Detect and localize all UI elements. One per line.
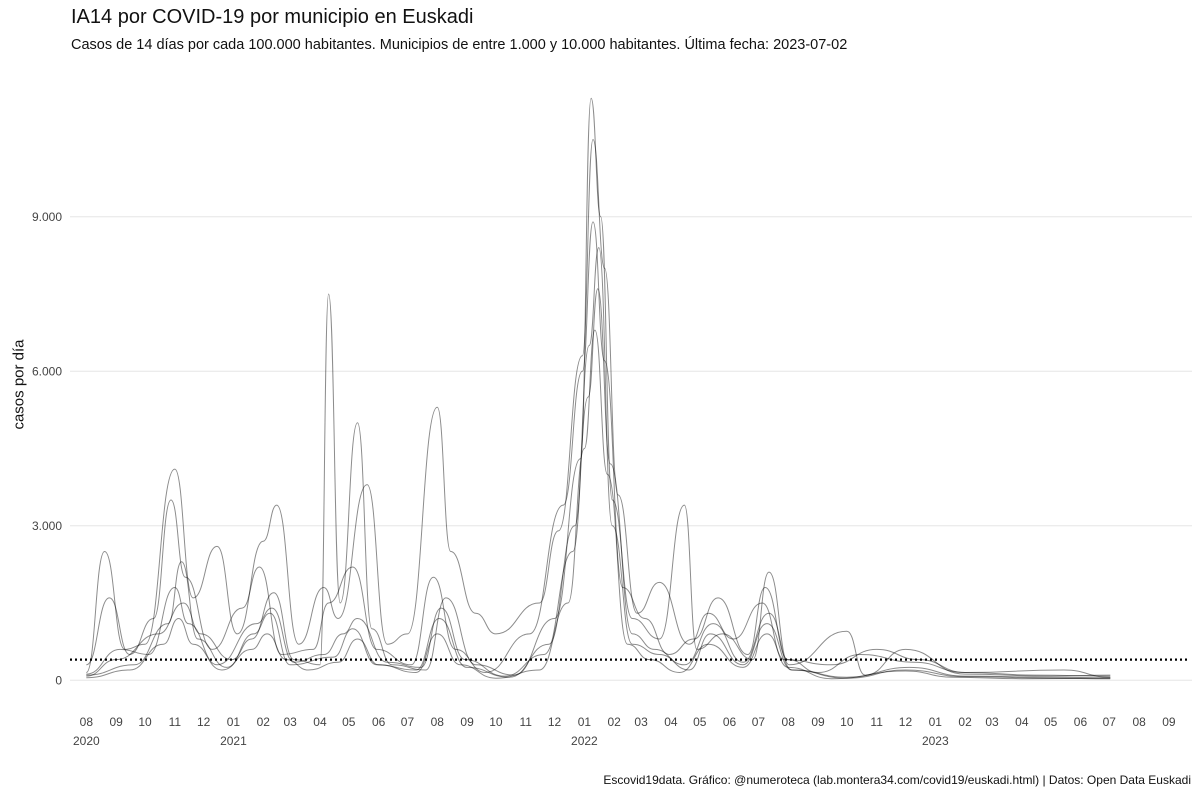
chart-caption: Escovid19data. Gráfico: @numeroteca (lab… <box>603 773 1191 787</box>
x-tick-label: 02 <box>958 715 972 729</box>
series-line <box>86 247 1111 680</box>
x-year-label: 2023 <box>922 734 949 748</box>
chart-title: IA14 por COVID-19 por municipio en Euska… <box>71 6 474 28</box>
series-line <box>86 329 1111 680</box>
x-tick-label: 09 <box>1162 715 1176 729</box>
x-tick-label: 09 <box>811 715 825 729</box>
series-line <box>85 138 1111 678</box>
x-tick-label: 09 <box>460 715 474 729</box>
x-tick-label: 08 <box>782 715 796 729</box>
grid-layer <box>70 216 1192 681</box>
x-tick-label: 06 <box>723 715 737 729</box>
x-tick-label: 12 <box>197 715 211 729</box>
series-line <box>86 288 1111 679</box>
x-tick-label: 09 <box>109 715 123 729</box>
x-tick-label: 05 <box>342 715 356 729</box>
x-tick-label: 04 <box>664 715 678 729</box>
x-year-label: 2020 <box>73 734 100 748</box>
series-line <box>86 221 1111 677</box>
x-tick-label: 10 <box>840 715 854 729</box>
x-tick-label: 04 <box>313 715 327 729</box>
x-tick-label: 01 <box>929 715 943 729</box>
x-tick-label: 11 <box>169 715 182 729</box>
axis-layer: 0 3.000 6.000 9.000 08 09 10 11 12 01 02 03 04 05 06 07… <box>32 210 1176 748</box>
x-tick-label: 03 <box>634 715 648 729</box>
x-tick-label: 03 <box>283 715 297 729</box>
x-tick-label: 08 <box>1132 715 1146 729</box>
x-tick-label: 03 <box>985 715 999 729</box>
x-year-label: 2021 <box>220 734 247 748</box>
x-tick-label: 02 <box>607 715 621 729</box>
series-line <box>86 97 1111 677</box>
x-tick-label: 05 <box>1044 715 1058 729</box>
x-tick-label: 05 <box>693 715 707 729</box>
x-tick-label: 06 <box>1074 715 1088 729</box>
x-tick-label: 10 <box>489 715 503 729</box>
y-tick-label: 3.000 <box>32 519 62 533</box>
x-year-label: 2022 <box>571 734 598 748</box>
series-lines <box>85 97 1111 680</box>
x-tick-label: 06 <box>372 715 386 729</box>
x-tick-label: 08 <box>431 715 445 729</box>
x-tick-label: 07 <box>401 715 415 729</box>
x-tick-label: 02 <box>257 715 271 729</box>
x-tick-label: 11 <box>870 715 883 729</box>
x-tick-label: 07 <box>752 715 766 729</box>
x-tick-label: 01 <box>578 715 592 729</box>
y-tick-label: 9.000 <box>32 210 62 224</box>
y-tick-label: 6.000 <box>32 364 62 378</box>
x-tick-label: 11 <box>519 715 532 729</box>
chart-subtitle: Casos de 14 días por cada 100.000 habita… <box>71 37 848 53</box>
x-tick-label: 07 <box>1103 715 1117 729</box>
x-tick-label: 04 <box>1015 715 1029 729</box>
x-tick-label: 12 <box>548 715 562 729</box>
x-tick-label: 08 <box>80 715 94 729</box>
x-tick-label: 01 <box>227 715 241 729</box>
x-tick-label: 10 <box>138 715 152 729</box>
x-tick-label: 12 <box>899 715 913 729</box>
y-tick-label: 0 <box>55 673 62 687</box>
